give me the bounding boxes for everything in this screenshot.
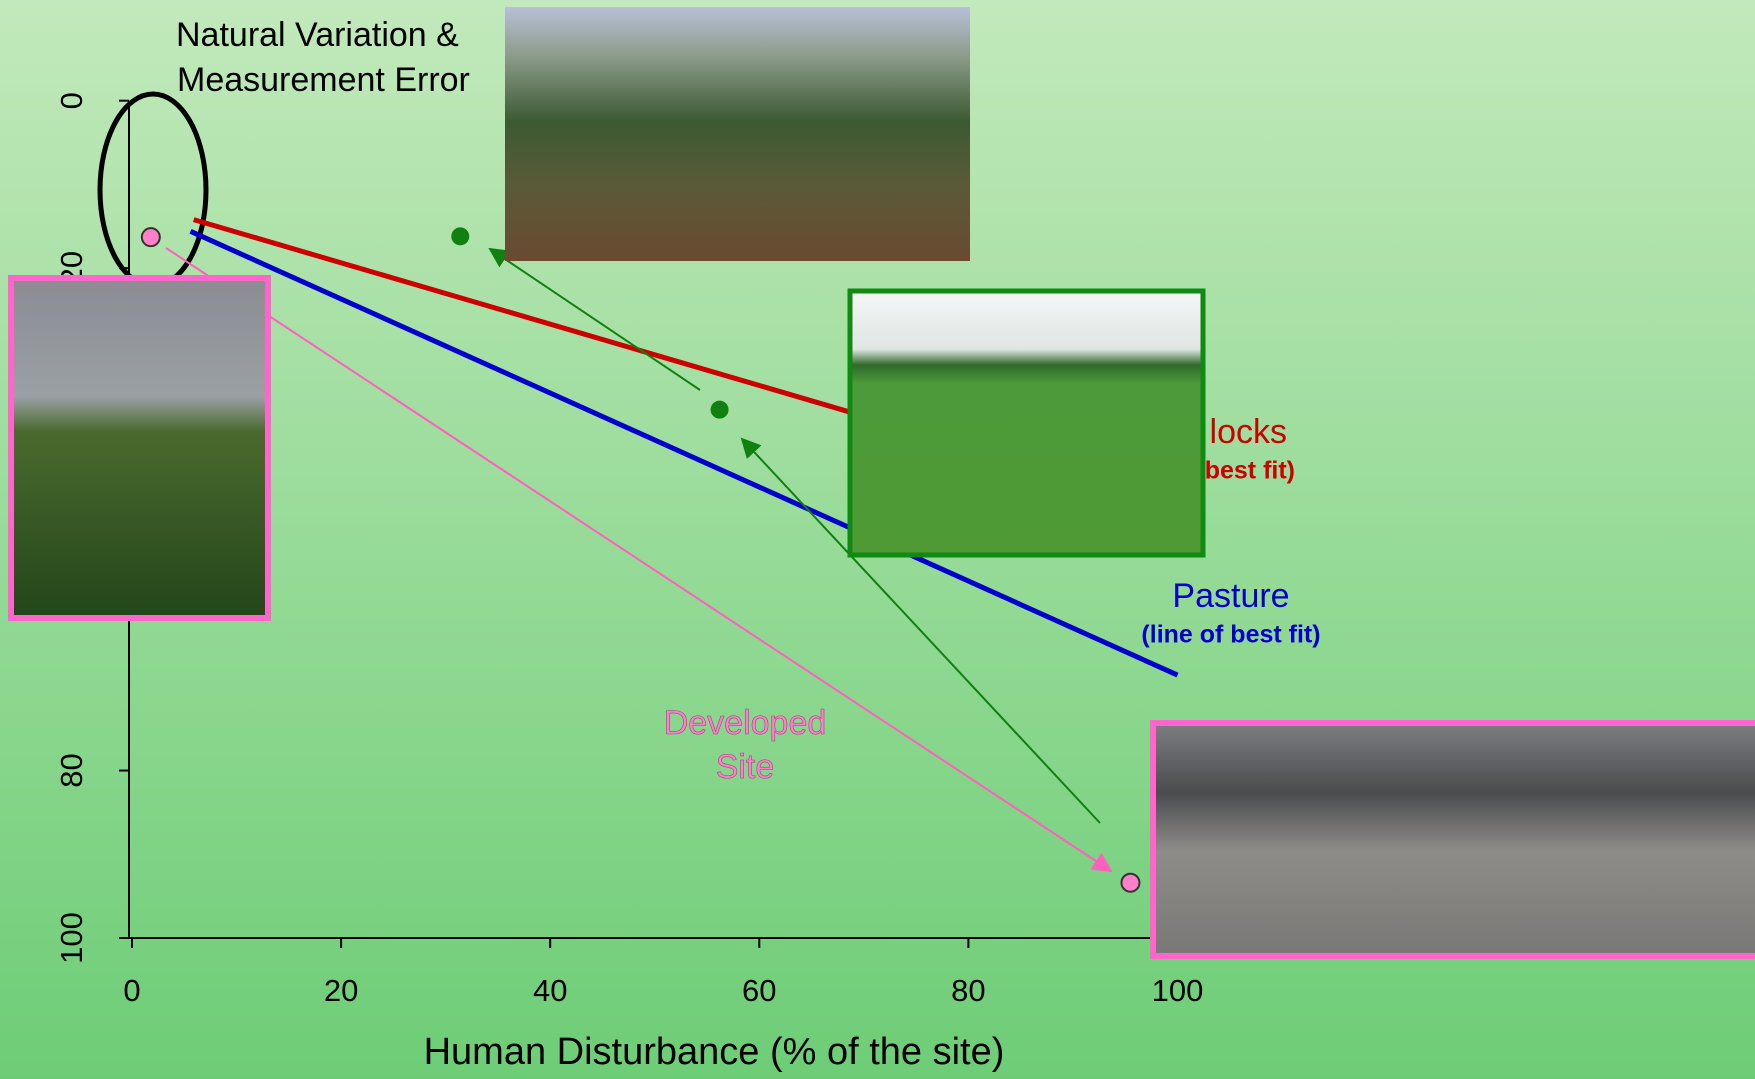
arrow [165,247,1113,873]
x-tick-label: 80 [951,973,985,1008]
line-label: locks [1210,413,1287,451]
y-tick-label: 80 [54,753,89,787]
x-tick-label: 20 [324,973,358,1008]
annotation: Site [716,748,775,786]
annotation: Measurement Error [177,61,470,99]
data-point [710,400,729,419]
photo-pasture [847,288,1206,558]
fit-line [192,217,851,415]
x-tick-label: 0 [123,973,140,1008]
labels: Natural Variation & Measurement Error De… [176,16,1321,1073]
x-tick-label: 60 [742,973,776,1008]
arrow [488,247,701,391]
x-tick-label: 40 [533,973,567,1008]
photo-forest [505,7,970,261]
annotation: Natural Variation & [176,16,459,54]
marks [140,217,1179,893]
data-point [451,227,470,246]
line-sublabel: best fit) [1205,457,1295,485]
y-tick-label: 100 [54,912,89,964]
line-sublabel: (line of best fit) [1141,621,1320,649]
data-point [1120,872,1141,893]
x-axis-label: Human Disturbance (% of the site) [424,1031,1005,1073]
fit-line [189,229,1179,678]
y-tick-label: 0 [54,92,89,109]
data-point [140,227,161,248]
photo-mine [1150,720,1755,959]
arrow [740,437,1101,824]
annotation: Developed [664,704,827,742]
line-label: Pasture [1172,577,1289,615]
photo-regrowth [8,275,271,621]
x-tick-label: 100 [1152,973,1204,1008]
